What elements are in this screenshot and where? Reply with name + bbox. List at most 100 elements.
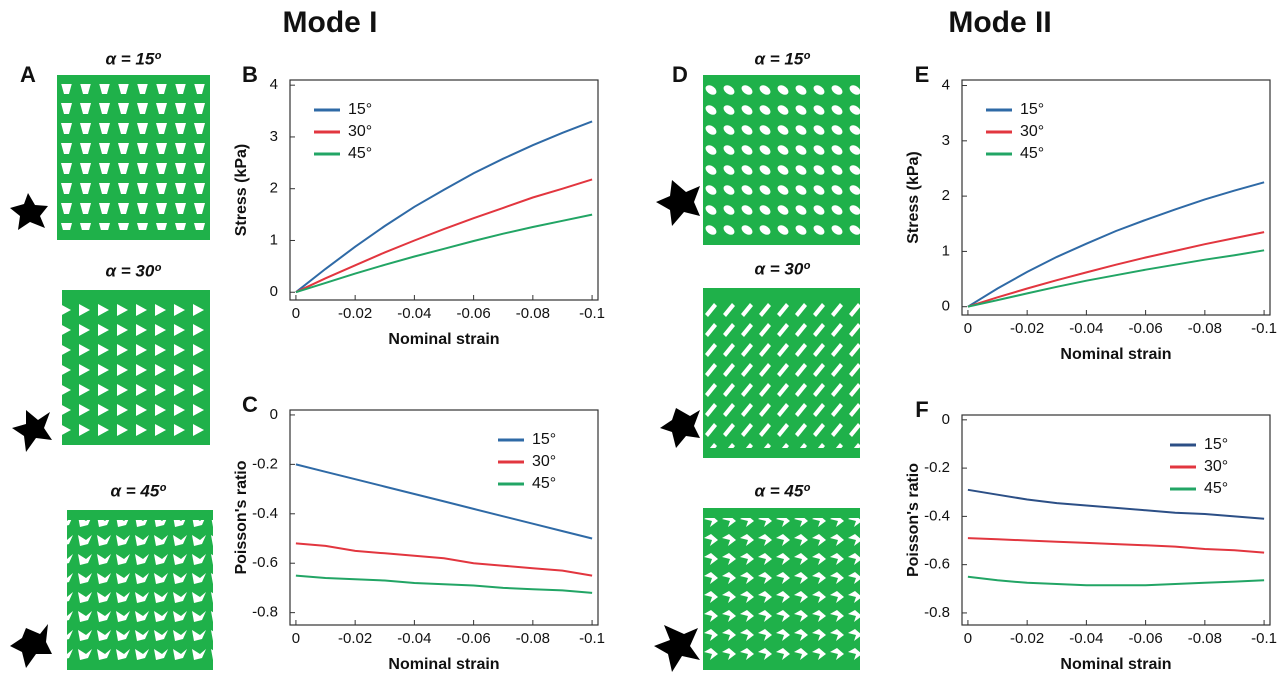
y-tick-label: 4 [942,76,950,93]
unit-icon [656,180,700,226]
x-axis-label: Nominal strain [1060,346,1171,363]
x-tick-label: -0.06 [457,630,491,647]
structure-label: α = 30º [105,261,161,280]
y-axis-label: Poisson's ratio [905,463,922,577]
series-line [295,178,593,294]
x-tick-label: -0.04 [397,630,431,647]
legend-label: 15° [348,101,372,118]
y-tick-label: 3 [270,128,278,145]
x-tick-label: -0.08 [1188,630,1222,647]
x-axis-label: Nominal strain [388,656,499,673]
y-tick-label: -0.2 [252,455,278,472]
y-tick-label: 4 [270,76,278,93]
legend-label: 45° [1204,480,1228,497]
y-tick-label: 1 [942,242,950,259]
legend-label: 45° [348,145,372,162]
structure-label: α = 30º [754,259,810,278]
x-tick-label: -0.04 [1069,320,1103,337]
y-axis-label: Stress (kPa) [233,144,250,237]
plot-frame [289,79,599,301]
y-axis-label: Poisson's ratio [233,460,250,574]
series-line [967,488,1265,520]
unit-icon [12,410,52,452]
y-axis-label: Stress (kPa) [905,151,922,244]
series-line [295,463,593,540]
panel-letter: E [915,62,930,87]
legend-label: 15° [532,431,556,448]
unit-icon [660,408,700,448]
y-tick-label: 1 [270,231,278,248]
unit-icon [10,193,48,230]
y-tick-label: 2 [942,187,950,204]
legend-label: 30° [1020,123,1044,140]
legend-label: 15° [1204,436,1228,453]
y-tick-label: 0 [270,283,278,300]
x-tick-label: -0.02 [1010,320,1044,337]
y-tick-label: -0.4 [252,505,278,522]
structure-holes [67,520,213,660]
y-tick-label: -0.2 [924,459,950,476]
x-tick-label: 0 [292,630,300,647]
y-tick-label: 2 [270,180,278,197]
x-tick-label: -0.02 [1010,630,1044,647]
x-tick-label: -0.1 [1251,630,1277,647]
legend-label: 30° [348,123,372,140]
x-tick-label: -0.1 [579,630,605,647]
x-tick-label: -0.1 [1251,320,1277,337]
panel-letter: A [20,62,36,87]
series-line [967,231,1265,308]
x-tick-label: 0 [292,305,300,322]
series-line [967,575,1265,587]
series-line [967,249,1265,308]
mode-heading: Mode I [283,6,378,39]
unit-icon [10,624,52,668]
x-axis-label: Nominal strain [388,331,499,348]
x-tick-label: -0.08 [516,630,550,647]
x-tick-label: -0.04 [1069,630,1103,647]
plot-frame [289,409,599,626]
unit-icon [654,625,700,672]
structure-label: α = 15º [754,49,810,68]
structure-label: α = 15º [105,49,161,68]
x-tick-label: -0.08 [1188,320,1222,337]
series-line [295,542,593,577]
x-axis-label: Nominal strain [1060,656,1171,673]
x-tick-label: -0.1 [579,305,605,322]
x-tick-label: 0 [964,320,972,337]
y-tick-label: 0 [942,298,950,315]
y-tick-label: 3 [942,132,950,149]
y-tick-label: -0.8 [924,604,950,621]
plot-frame [961,79,1271,316]
panel-letter: B [242,62,258,87]
legend-label: 30° [532,453,556,470]
structure-holes [703,518,860,660]
y-tick-label: -0.6 [924,556,950,573]
panel-letter: C [242,392,258,417]
series-line [967,537,1265,554]
y-tick-label: 0 [942,411,950,428]
x-tick-label: -0.02 [338,630,372,647]
x-tick-label: -0.06 [1129,320,1163,337]
legend-label: 45° [1020,145,1044,162]
y-tick-label: -0.8 [252,604,278,621]
structure-label: α = 45º [110,481,166,500]
series-line [295,120,593,293]
x-tick-label: -0.02 [338,305,372,322]
structure-holes [57,84,210,230]
y-tick-label: 0 [270,406,278,423]
legend-label: 30° [1204,458,1228,475]
mode-heading: Mode II [948,6,1051,39]
panel-letter: F [915,397,928,422]
series-line [967,181,1265,308]
structure-holes [703,84,860,235]
x-tick-label: -0.04 [397,305,431,322]
x-tick-label: -0.08 [516,305,550,322]
x-tick-label: 0 [964,630,972,647]
structure-holes [62,300,210,436]
panel-letter: D [672,62,688,87]
y-tick-label: -0.4 [924,507,950,524]
structure-label: α = 45º [754,481,810,500]
x-tick-label: -0.06 [1129,630,1163,647]
series-line [295,213,593,294]
